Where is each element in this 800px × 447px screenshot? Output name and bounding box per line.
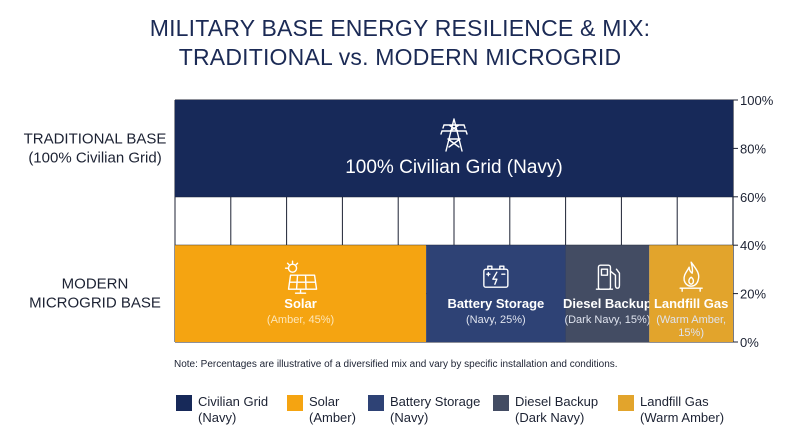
legend-label-line1: Diesel Backup: [515, 394, 599, 409]
chart-title-line1: MILITARY BASE ENERGY RESILIENCE & MIX:: [149, 15, 651, 41]
y-tick-label: 20%: [740, 287, 766, 302]
legend-label-line1: Solar: [309, 394, 340, 409]
legend-swatch: [493, 395, 509, 411]
row-label: TRADITIONAL BASE (100% Civilian Grid): [24, 130, 167, 166]
flame-icon: [679, 261, 703, 292]
legend-label-line2: (Amber): [309, 410, 356, 425]
bar-segment: [175, 100, 733, 197]
legend-swatch: [176, 395, 192, 411]
row-label-line: MICROGRID BASE: [29, 295, 161, 312]
transmission-tower-icon: [440, 118, 468, 152]
legend-label-line2: (Navy): [198, 410, 237, 425]
row-label-line: (100% Civilian Grid): [28, 149, 161, 166]
segment-sub-label: (Warm Amber,: [656, 314, 726, 326]
y-tick-label: 60%: [740, 190, 766, 205]
legend-label-line1: Civilian Grid: [198, 394, 269, 409]
segment-sub-label: 15%): [678, 327, 704, 339]
legend-item: Landfill Gas (Warm Amber): [618, 394, 724, 426]
bar-segment: [426, 245, 566, 342]
y-tick-label: 40%: [740, 238, 766, 253]
y-tick-label: 0%: [740, 335, 759, 350]
legend-item: Battery Storage (Navy): [368, 394, 480, 426]
y-tick-label: 100%: [740, 93, 774, 108]
legend-label: Diesel Backup (Dark Navy): [515, 394, 598, 426]
chart-note: Note: Percentages are illustrative of a …: [174, 359, 618, 370]
bar-segment: [649, 245, 733, 342]
bar-segment: [565, 245, 650, 342]
legend-label: Landfill Gas (Warm Amber): [640, 394, 724, 426]
battery-icon: [483, 265, 509, 288]
legend-label-line1: Landfill Gas: [640, 394, 709, 409]
legend-swatch: [368, 395, 384, 411]
legend-label: Solar (Amber): [309, 394, 356, 426]
fuel-pump-icon: [595, 264, 621, 290]
row-label-line: MODERN: [62, 276, 129, 293]
chart-title-line2: TRADITIONAL vs. MODERN MICROGRID: [178, 44, 622, 70]
y-tick-label: 80%: [740, 141, 766, 156]
legend-label-line1: Battery Storage: [390, 394, 481, 409]
segment-sub-label: (Amber, 45%): [267, 314, 334, 326]
legend-label-line2: (Warm Amber): [640, 410, 725, 425]
legend-swatch: [618, 395, 634, 411]
segment-sub-label: (Navy, 25%): [466, 314, 526, 326]
segment-label: 100% Civilian Grid (Navy): [345, 157, 563, 178]
legend-item: Civilian Grid (Navy): [176, 394, 268, 426]
legend-swatch: [287, 395, 303, 411]
legend-label: Battery Storage (Navy): [390, 394, 480, 426]
segment-label: Battery Storage: [447, 296, 544, 311]
legend-label: Civilian Grid (Navy): [198, 394, 268, 426]
legend-label-line2: (Navy): [390, 410, 429, 425]
row-label: MODERN MICROGRID BASE: [29, 276, 161, 312]
segment-label: Solar: [284, 296, 317, 311]
row-label-line: TRADITIONAL BASE: [24, 130, 167, 147]
legend-item: Diesel Backup (Dark Navy): [493, 394, 598, 426]
legend-label-line2: (Dark Navy): [515, 410, 585, 425]
segment-sub-label: (Dark Navy, 15%): [564, 314, 650, 326]
solar-panel-icon: [284, 260, 318, 294]
legend-item: Solar (Amber): [287, 394, 356, 426]
segment-label: Diesel Backup: [563, 296, 652, 311]
chart-title: MILITARY BASE ENERGY RESILIENCE & MIX: T…: [0, 14, 800, 72]
segment-label: Landfill Gas: [654, 296, 728, 311]
